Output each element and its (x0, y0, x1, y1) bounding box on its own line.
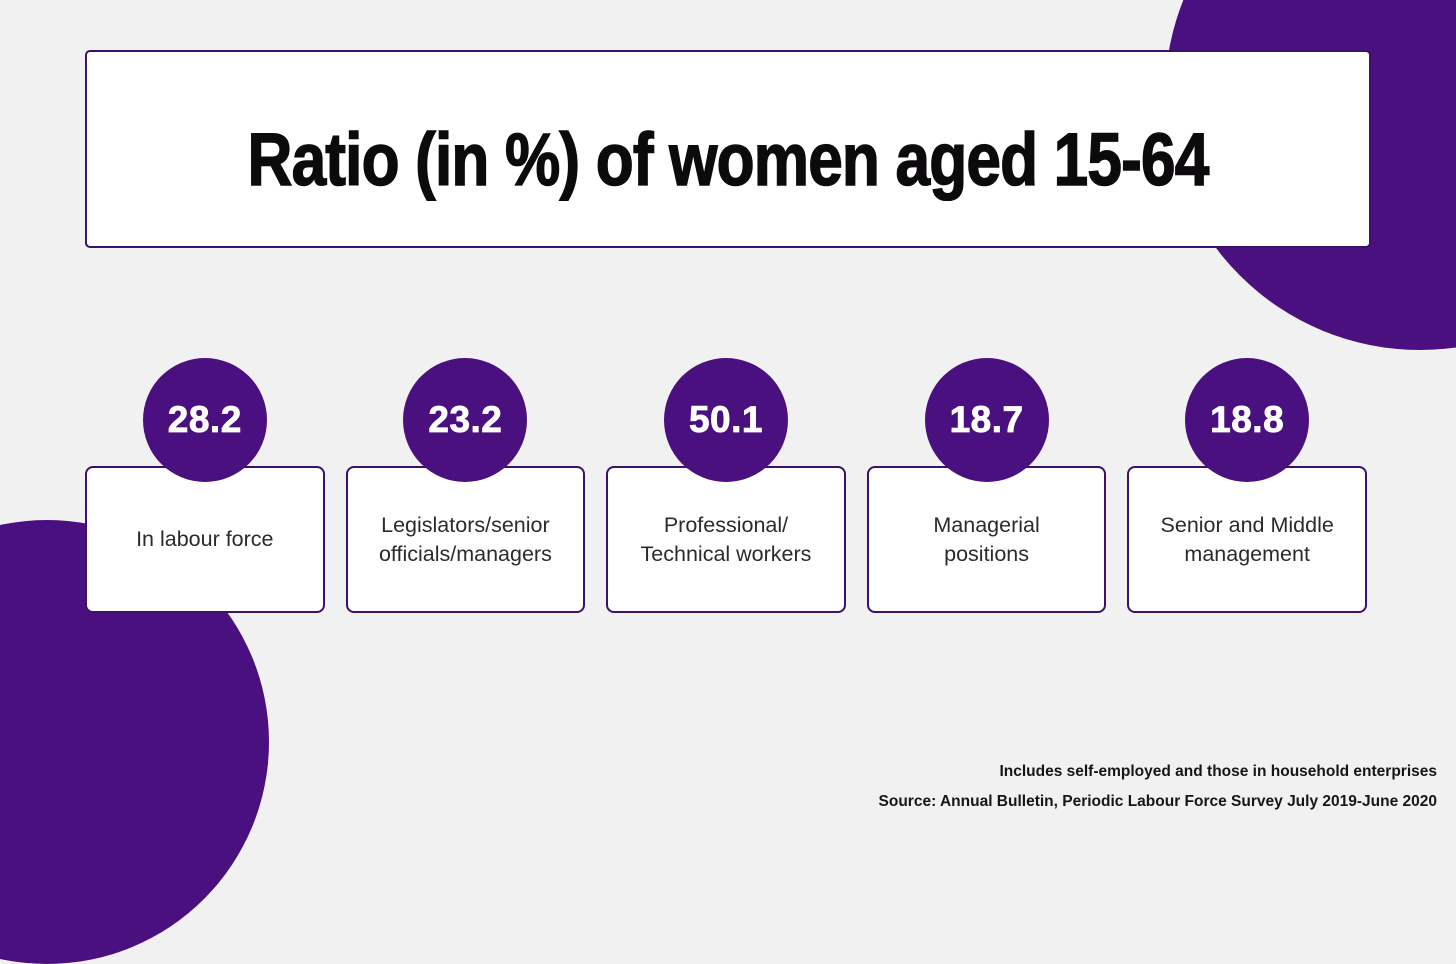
stat-value-bubble: 23.2 (403, 358, 528, 482)
stat-item-managerial: 18.7 Managerial positions (866, 358, 1107, 613)
stat-label-line: Legislators/senior (381, 512, 550, 537)
stat-label-line: Professional/ (663, 512, 789, 537)
stat-value-bubble: 50.1 (663, 358, 788, 482)
stat-value-bubble: 18.8 (1185, 358, 1310, 482)
stat-card: Legislators/senior officials/managers (345, 466, 586, 613)
stat-label-line: Senior and Middle (1160, 512, 1334, 537)
stat-label-line: Managerial (933, 512, 1040, 537)
title-box: Ratio (in %) of women aged 15-64 (85, 50, 1371, 248)
stat-label-line: management (1184, 541, 1310, 566)
stat-value: 18.7 (949, 399, 1024, 441)
stat-value-bubble: 18.7 (924, 358, 1049, 482)
stat-card: Professional/ Technical workers (606, 466, 846, 613)
stat-label-line: Technical workers (640, 541, 812, 566)
stats-row: 28.2 In labour force 23.2 Legislators/se… (85, 358, 1367, 613)
stat-value: 50.1 (688, 399, 763, 441)
stat-label-line: In labour force (136, 527, 274, 551)
stat-card: In labour force (85, 466, 325, 613)
stat-card: Managerial positions (866, 466, 1107, 613)
stat-item-legislators: 23.2 Legislators/senior officials/manage… (345, 358, 586, 613)
stat-item-professional: 50.1 Professional/ Technical workers (606, 358, 846, 613)
source-line: Source: Annual Bulletin, Periodic Labour… (878, 793, 1437, 810)
footer: Includes self-employed and those in hous… (879, 757, 1437, 817)
stat-value: 23.2 (428, 399, 503, 441)
stat-label-line: positions (944, 541, 1029, 566)
stat-value: 28.2 (167, 399, 242, 441)
stat-label-line: officials/managers (378, 541, 552, 566)
page-title: Ratio (in %) of women aged 15-64 (247, 117, 1210, 202)
stat-value-bubble: 28.2 (142, 358, 267, 482)
stat-item-labour-force: 28.2 In labour force (85, 358, 325, 613)
stat-item-senior-middle-management: 18.8 Senior and Middle management (1127, 358, 1367, 613)
footnote: Includes self-employed and those in hous… (999, 763, 1437, 780)
stat-card: Senior and Middle management (1127, 466, 1367, 613)
stat-value: 18.8 (1210, 399, 1285, 441)
